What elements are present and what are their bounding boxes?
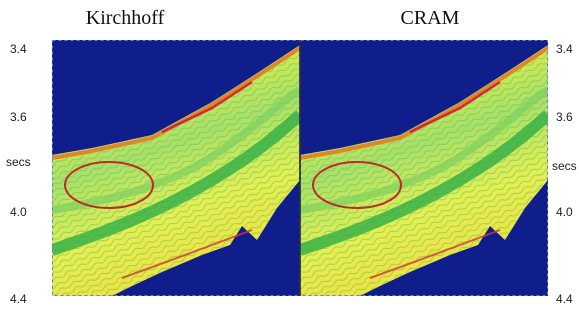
y-axis-label: secs [6, 155, 31, 169]
figure: Kirchhoff CRAM 3.4 3.6 secs 4.0 4.4 3.4 … [0, 0, 579, 309]
y-tick-label: 4.4 [10, 292, 27, 306]
y-tick-label: 3.6 [556, 110, 573, 124]
y-tick-label: 4.0 [10, 205, 27, 219]
y-tick-label: 3.4 [556, 42, 573, 56]
panel-title: CRAM [401, 7, 460, 29]
panel-title: Kirchhoff [86, 7, 165, 29]
seismic-panel [300, 40, 548, 296]
page: Kirchhoff CRAM 3.4 3.6 secs 4.0 4.4 3.4 … [0, 0, 579, 309]
y-axis-label: secs [552, 159, 577, 173]
y-tick-label: 4.4 [556, 292, 573, 306]
y-tick-label: 3.4 [10, 42, 27, 56]
y-tick-label: 4.0 [556, 205, 573, 219]
seismic-panel [52, 40, 300, 296]
y-tick-label: 3.6 [10, 110, 27, 124]
